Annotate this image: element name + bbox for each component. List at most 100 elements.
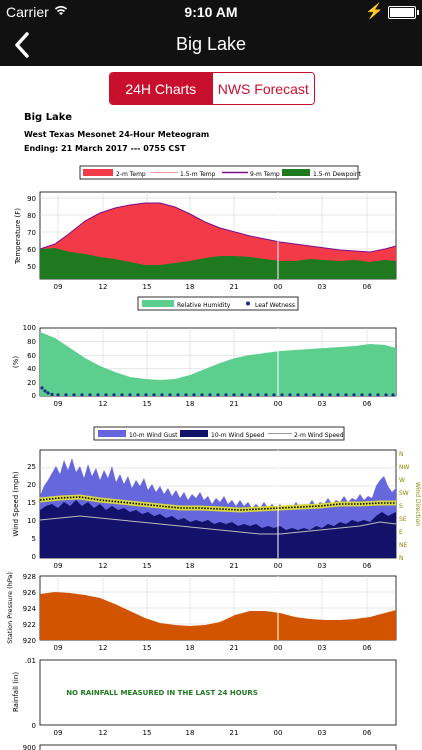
rh-xtick-00: 00	[274, 400, 283, 408]
legend-2m-temp: 2-m Temp	[116, 171, 146, 178]
rain-ylabel: Rainfall (in)	[12, 672, 20, 712]
pressure-ylabel: Station Pressure (hPa)	[6, 572, 14, 644]
next-panel-ytick: 900	[23, 744, 36, 750]
rain-xtick-03: 03	[318, 729, 327, 737]
navigation-bar: Big Lake	[0, 24, 422, 66]
temp-ytick-70: 70	[27, 229, 36, 237]
rh-xtick-09: 09	[54, 400, 63, 408]
wifi-icon	[54, 6, 68, 15]
pres-ytick-920: 920	[23, 637, 36, 645]
rain-xtick-12: 12	[99, 729, 108, 737]
dir-tick-n2: N	[399, 555, 404, 562]
wind-2m-line	[39, 515, 397, 535]
humidity-panel: 100 80 60 40 20 0 (%) 09 12 15 18 21 00 …	[12, 324, 397, 408]
temp-xtick-18: 18	[186, 283, 195, 291]
rain-xtick-09: 09	[54, 729, 63, 737]
rh-ytick-0: 0	[32, 392, 36, 400]
wind-ylabel: Wind Speed (mph)	[12, 471, 20, 536]
segmented-control: 24H Charts NWS Forecast	[109, 72, 315, 105]
wind-panel: 25 20 15 10 5 0 Wind Speed (mph) N NW W …	[12, 449, 421, 570]
legend-wind-gust: 10-m Wind Gust	[129, 432, 178, 439]
wind-dir-label: Wind Direction	[414, 482, 421, 526]
charging-icon: ⚡	[365, 3, 384, 20]
no-rainfall-message: NO RAINFALL MEASURED IN THE LAST 24 HOUR…	[66, 689, 258, 697]
rh-xtick-18: 18	[186, 400, 195, 408]
temp-ytick-90: 90	[27, 195, 36, 203]
pres-xtick-21: 21	[230, 644, 239, 652]
carrier-label: Carrier	[6, 4, 49, 20]
pres-xtick-12: 12	[99, 644, 108, 652]
pres-xtick-00: 00	[274, 644, 283, 652]
nav-title: Big Lake	[175, 34, 247, 54]
rain-xtick-00: 00	[274, 729, 283, 737]
wind-ytick-20: 20	[27, 481, 36, 489]
temp-xtick-00: 00	[274, 283, 283, 291]
dir-tick-nw: NW	[399, 464, 409, 471]
rainfall-panel: .01 0 Rainfall (in) NO RAINFALL MEASURED…	[12, 657, 397, 737]
rh-ytick-40: 40	[27, 365, 36, 373]
rain-xtick-21: 21	[230, 729, 239, 737]
wind-xtick-18: 18	[186, 562, 195, 570]
temp-xtick-12: 12	[99, 283, 108, 291]
wind-ytick-5: 5	[32, 535, 36, 543]
pressure-panel: 928 926 924 922 920 Station Pressure (hP…	[6, 572, 397, 652]
wind-ytick-0: 0	[32, 553, 36, 561]
status-bar: Carrier 9:10 AM ⚡	[0, 0, 422, 24]
rh-area	[40, 332, 396, 396]
wind-ytick-15: 15	[27, 499, 36, 507]
tab-nws-forecast[interactable]: NWS Forecast	[211, 73, 314, 104]
temp-xtick-06: 06	[363, 283, 372, 291]
wind-xtick-21: 21	[230, 562, 239, 570]
clock: 9:10 AM	[184, 4, 238, 20]
rain-xtick-18: 18	[186, 729, 195, 737]
wind-xtick-12: 12	[99, 562, 108, 570]
dir-tick-s: S	[399, 503, 403, 510]
legend-rh: Relative Humidity	[177, 302, 231, 309]
rh-xtick-21: 21	[230, 400, 239, 408]
rh-xtick-03: 03	[318, 400, 327, 408]
temp-ylabel: Temperature (F)	[14, 208, 22, 265]
wind-ytick-10: 10	[27, 517, 36, 525]
meteogram-image: Big Lake West Texas Mesonet 24-Hour Mete…	[0, 108, 422, 750]
pres-ytick-922: 922	[23, 621, 36, 629]
pres-xtick-06: 06	[363, 644, 372, 652]
dir-tick-ne: NE	[399, 542, 407, 549]
rh-ytick-80: 80	[27, 338, 36, 346]
dewpoint-area	[40, 248, 396, 279]
pres-xtick-15: 15	[143, 644, 152, 652]
rain-ytick-0: 0	[32, 722, 36, 730]
pres-xtick-18: 18	[186, 644, 195, 652]
temperature-panel: 90 80 70 60 50 Temperature (F) 09 12 15 …	[14, 191, 397, 291]
rh-ytick-100: 100	[23, 324, 36, 332]
tab-24h-charts[interactable]: 24H Charts	[110, 73, 212, 104]
legend-9m-temp: 9-m Temp	[250, 171, 280, 178]
pressure-area	[40, 592, 396, 640]
dir-tick-w: W	[399, 477, 405, 484]
dir-tick-sw: SW	[399, 490, 409, 497]
rh-xtick-15: 15	[143, 400, 152, 408]
legend-wind-speed: 10-m Wind Speed	[211, 432, 265, 439]
ending-time: Ending: 21 March 2017 --- 0755 CST	[24, 144, 186, 153]
back-button[interactable]	[8, 28, 38, 62]
temp-ytick-50: 50	[27, 263, 36, 271]
rain-xtick-15: 15	[143, 729, 152, 737]
temp-ytick-60: 60	[27, 246, 36, 254]
humidity-legend: Relative Humidity Leaf Wetness	[137, 296, 299, 311]
wind-legend: 10-m Wind Gust 10-m Wind Speed 2-m Wind …	[93, 426, 345, 441]
legend-dewpoint: 1.5-m Dewpoint	[313, 171, 362, 178]
wind-xtick-09: 09	[54, 562, 63, 570]
wind-ytick-25: 25	[27, 463, 36, 471]
temp-xtick-03: 03	[318, 283, 327, 291]
wind-xtick-15: 15	[143, 562, 152, 570]
legend-leaf-wetness: Leaf Wetness	[255, 302, 295, 309]
wind-speed-area	[40, 500, 396, 558]
rh-ytick-60: 60	[27, 352, 36, 360]
rh-ylabel: (%)	[12, 356, 20, 368]
pres-ytick-924: 924	[23, 605, 37, 613]
dir-tick-n: N	[399, 451, 404, 458]
dir-tick-se: SE	[399, 516, 407, 523]
pres-ytick-926: 926	[23, 589, 37, 597]
wind-xtick-06: 06	[363, 562, 372, 570]
station-name: Big Lake	[24, 112, 72, 123]
temp-xtick-21: 21	[230, 283, 239, 291]
